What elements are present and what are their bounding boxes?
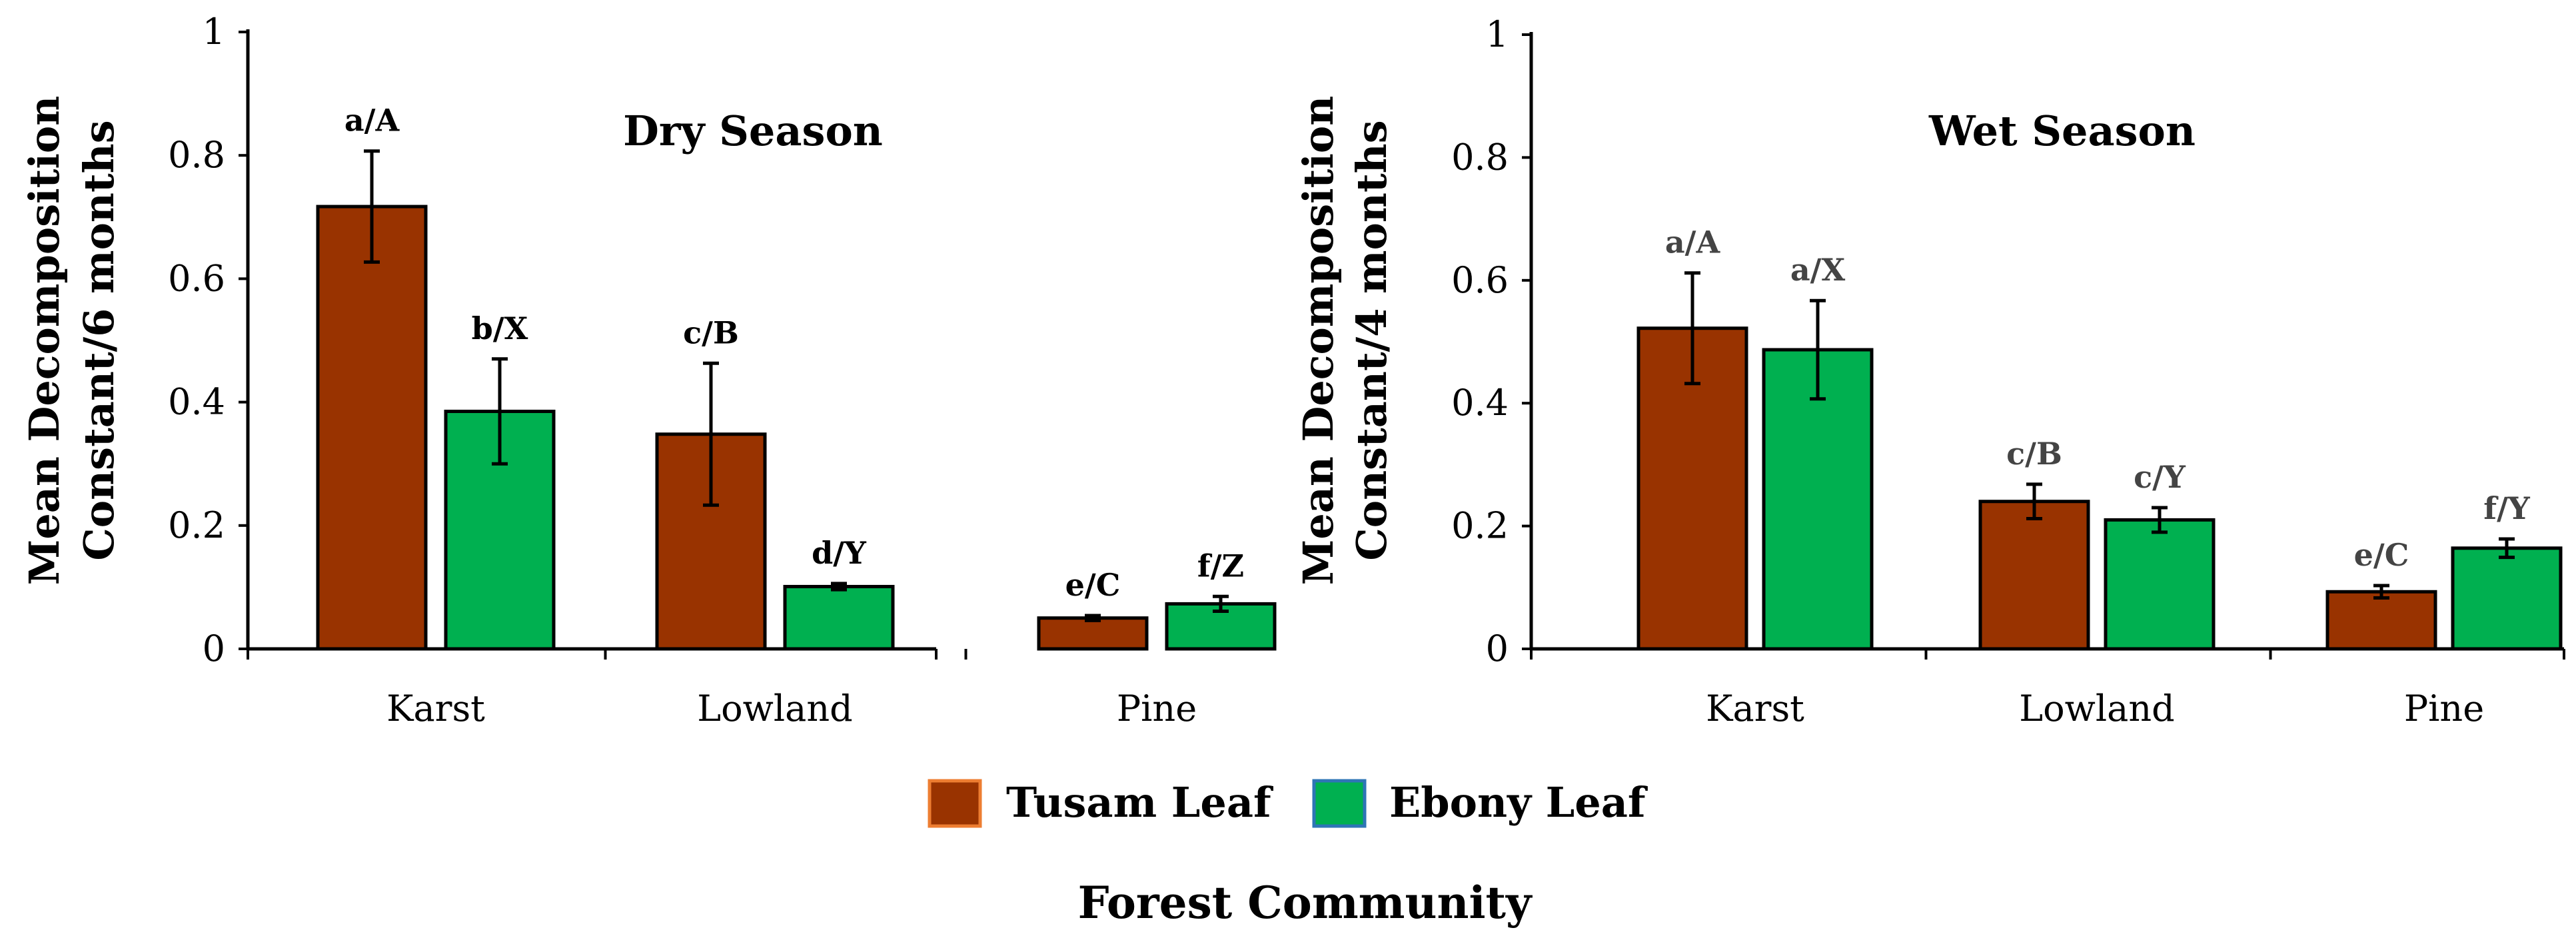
x-axis-title: Forest Community — [1078, 877, 1533, 929]
data-label: c/B — [2006, 436, 2062, 472]
y-tick-label: 0.2 — [168, 504, 225, 546]
y-tick-label: 0 — [1486, 628, 1509, 670]
y-tick-label: 0.2 — [1451, 505, 1509, 547]
x-tick-label: Lowland — [2019, 688, 2174, 729]
data-label: a/X — [1790, 252, 1846, 288]
legend-swatch-ebony — [1312, 779, 1367, 828]
chart-title: Wet Season — [1928, 107, 2196, 155]
legend-swatch-tusam — [928, 779, 982, 828]
y-tick-label: 0.6 — [1451, 259, 1509, 301]
chart-wet-season: Wet Season Mean Decomposition Constant/4 m… — [1294, 13, 2565, 729]
bar — [316, 205, 428, 651]
data-label: f/Z — [1197, 548, 1244, 584]
x-tick-label: Pine — [1117, 688, 1197, 729]
x-tick-label: Lowland — [697, 688, 852, 729]
x-tick-label: Karst — [386, 688, 485, 729]
y-tick-label: 0 — [203, 628, 225, 670]
y-axis-title-line: Mean Decomposition — [1294, 96, 1343, 586]
y-tick-label: 0.8 — [1451, 136, 1509, 178]
data-label: c/Y — [2134, 459, 2186, 495]
bar — [2325, 590, 2437, 651]
legend-label-ebony: Ebony Leaf — [1389, 778, 1648, 827]
data-label: a/A — [344, 103, 400, 139]
y-tick-label: 1 — [1486, 13, 1509, 55]
data-label: f/Y — [2483, 490, 2531, 526]
bar — [783, 584, 895, 651]
y-tick-label: 1 — [203, 11, 225, 53]
chart-title: Dry Season — [623, 107, 883, 155]
bar — [1037, 616, 1149, 651]
data-label: c/B — [683, 314, 739, 350]
bar — [2104, 518, 2216, 651]
data-label: a/A — [1665, 225, 1721, 260]
y-tick-label: 0.4 — [168, 381, 225, 423]
y-tick-label: 0.6 — [168, 257, 225, 299]
chart-dry-season: Dry Season Mean Decomposition Constant/6 m… — [20, 11, 1277, 729]
x-tick-label: Pine — [2404, 688, 2484, 729]
x-tick-label: Karst — [1706, 688, 1804, 729]
y-tick-label: 0.4 — [1451, 382, 1509, 424]
y-axis-title-line: Constant/4 months — [1347, 120, 1396, 560]
data-label: b/X — [472, 310, 528, 346]
y-tick-label: 0.8 — [168, 134, 225, 176]
data-label: e/C — [1065, 567, 1121, 603]
bar — [2451, 546, 2563, 651]
data-label: e/C — [2354, 537, 2409, 573]
legend-label-tusam: Tusam Leaf — [1006, 778, 1273, 827]
y-axis-title-line: Constant/6 months — [75, 120, 123, 560]
y-axis-title-line: Mean Decomposition — [20, 96, 69, 586]
legend: Tusam Leaf Ebony Leaf — [928, 778, 1648, 828]
data-label: d/Y — [812, 535, 867, 571]
bar — [1978, 500, 2090, 651]
